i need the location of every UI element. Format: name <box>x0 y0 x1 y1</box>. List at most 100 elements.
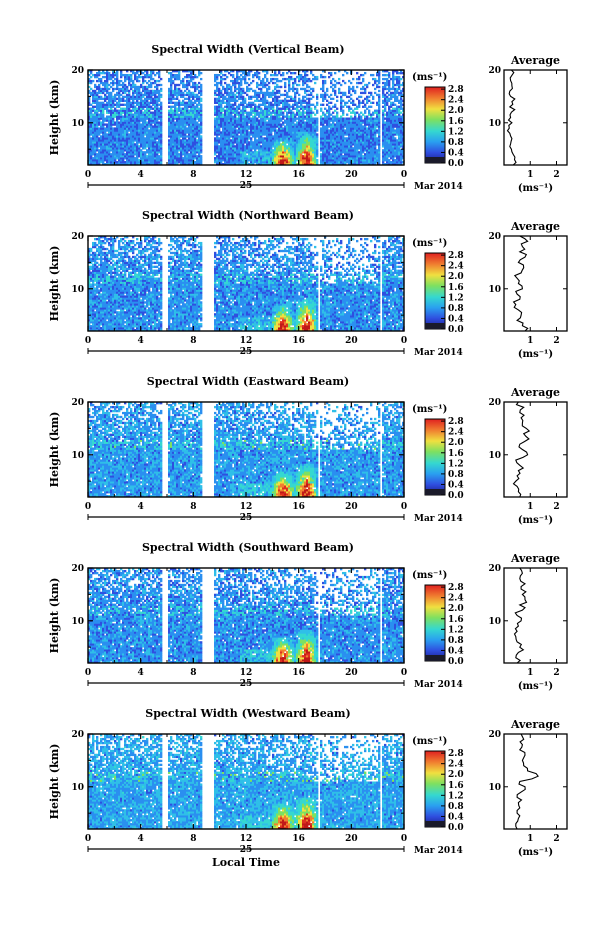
heatmap-cell <box>216 94 218 96</box>
heatmap-cell <box>178 100 180 102</box>
heatmap-cell <box>342 110 344 112</box>
heatmap-cell <box>186 80 188 82</box>
heatmap-cell <box>178 153 180 155</box>
heatmap-cell <box>356 86 358 88</box>
heatmap-cell <box>368 110 370 112</box>
heatmap-cell <box>140 84 142 86</box>
heatmap-cell <box>236 118 238 120</box>
heatmap-cell <box>114 94 116 96</box>
heatmap-cell <box>368 92 370 94</box>
heatmap-cell <box>278 86 280 88</box>
heatmap-cell <box>280 94 282 96</box>
heatmap-cell <box>134 143 136 145</box>
heatmap-cell <box>170 72 172 74</box>
heatmap-cell <box>114 104 116 106</box>
heatmap-cell <box>364 116 366 118</box>
heatmap-cell <box>292 78 294 80</box>
heatmap-cell <box>306 98 308 100</box>
heatmap-cell <box>186 74 188 76</box>
heatmap-cell <box>304 121 306 123</box>
heatmap-cell <box>340 96 342 98</box>
heatmap-cell <box>200 98 202 100</box>
heatmap-cell <box>220 76 222 78</box>
heatmap-cell <box>242 88 244 90</box>
heatmap-cell <box>334 90 336 92</box>
heatmap-cell <box>120 84 122 86</box>
heatmap-cell <box>292 82 294 84</box>
heatmap-cell <box>334 84 336 86</box>
heatmap-cell <box>114 82 116 84</box>
heatmap-cell <box>346 118 348 120</box>
heatmap-cell <box>216 74 218 76</box>
heatmap-cell <box>330 80 332 82</box>
heatmap-cell <box>98 149 100 151</box>
heatmap-cell <box>280 108 282 110</box>
heatmap-cell <box>350 108 352 110</box>
heatmap-cell <box>234 145 236 147</box>
heatmap-cell <box>292 104 294 106</box>
heatmap-cell <box>118 80 120 82</box>
heatmap-cell <box>138 86 140 88</box>
heatmap-cell <box>348 80 350 82</box>
heatmap-cell <box>358 114 360 116</box>
heatmap-cell <box>276 78 278 80</box>
heatmap-cell <box>108 88 110 90</box>
heatmap-cell <box>352 110 354 112</box>
heatmap-cell <box>258 119 260 121</box>
heatmap-cell <box>152 82 154 84</box>
heatmap-cell <box>280 80 282 82</box>
heatmap-cell <box>338 88 340 90</box>
heatmap-cell <box>176 84 178 86</box>
heatmap-cell <box>196 76 198 78</box>
heatmap-cell <box>332 88 334 90</box>
heatmap-cell <box>330 86 332 88</box>
heatmap-cell <box>348 96 350 98</box>
heatmap-cell <box>250 137 252 139</box>
heatmap-cell <box>248 125 250 127</box>
heatmap-cell <box>336 112 338 114</box>
heatmap-cell <box>262 110 264 112</box>
heatmap-cell <box>100 135 102 137</box>
heatmap-cell <box>132 114 134 116</box>
heatmap-cell <box>124 74 126 76</box>
heatmap-cell <box>312 96 314 98</box>
heatmap-cell <box>136 108 138 110</box>
heatmap-cell <box>90 137 92 139</box>
heatmap-cell <box>236 92 238 94</box>
heatmap-cell <box>220 90 222 92</box>
heatmap-cell <box>118 88 120 90</box>
heatmap-cell <box>172 80 174 82</box>
heatmap-cell <box>252 108 254 110</box>
heatmap-cell <box>308 90 310 92</box>
heatmap-cell <box>218 145 220 147</box>
heatmap-cell <box>342 80 344 82</box>
heatmap-cell <box>298 110 300 112</box>
heatmap-cell <box>362 114 364 116</box>
heatmap-cell <box>176 74 178 76</box>
heatmap-cell <box>346 114 348 116</box>
heatmap-cell <box>168 110 170 112</box>
heatmap-cell <box>152 112 154 114</box>
heatmap-cell <box>216 98 218 100</box>
heatmap-cell <box>130 110 132 112</box>
heatmap-cell <box>362 119 364 121</box>
heatmap-cell <box>272 78 274 80</box>
heatmap-cell <box>320 127 322 129</box>
heatmap-cell <box>150 82 152 84</box>
heatmap-cell <box>286 145 288 147</box>
heatmap-cell <box>140 123 142 125</box>
heatmap-cell <box>152 125 154 127</box>
heatmap-cell <box>300 112 302 114</box>
heatmap-cell <box>320 94 322 96</box>
heatmap-cell <box>190 92 192 94</box>
heatmap-cell <box>128 133 130 135</box>
heatmap-cell <box>246 86 248 88</box>
heatmap-cell <box>184 84 186 86</box>
heatmap-cell <box>192 102 194 104</box>
heatmap-cell <box>232 104 234 106</box>
heatmap-cell <box>344 82 346 84</box>
heatmap-cell <box>224 102 226 104</box>
heatmap-cell <box>306 102 308 104</box>
heatmap-cell <box>248 112 250 114</box>
heatmap-cell <box>198 90 200 92</box>
